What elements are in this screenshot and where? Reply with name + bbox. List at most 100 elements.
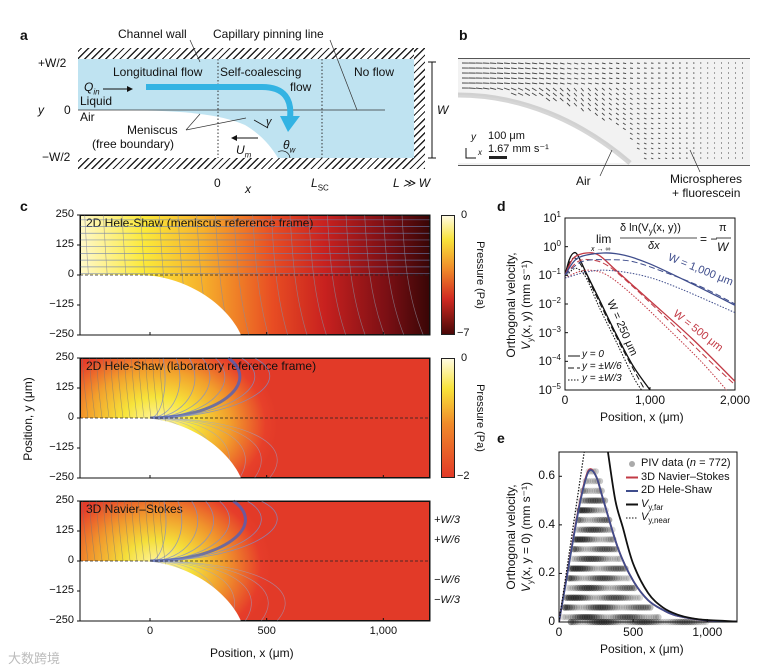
velocity-vector bbox=[608, 77, 613, 80]
piv-point bbox=[607, 536, 615, 543]
velocity-vector bbox=[615, 92, 619, 96]
piv-point bbox=[605, 613, 612, 621]
tick-base: 10 bbox=[543, 239, 557, 254]
piv-y-axis: y bbox=[471, 132, 476, 143]
velocity-vector bbox=[657, 132, 661, 135]
velocity-vector bbox=[601, 112, 606, 116]
velocity-vector bbox=[566, 62, 572, 65]
piv-point bbox=[595, 613, 603, 621]
piv-point bbox=[597, 526, 604, 533]
velocity-vector bbox=[615, 62, 620, 65]
velocity-vector bbox=[580, 107, 584, 112]
piv-point bbox=[627, 618, 634, 626]
velocity-vector bbox=[664, 137, 668, 139]
velocity-vector bbox=[517, 67, 524, 70]
velocity-vector bbox=[580, 102, 584, 107]
piv-point bbox=[590, 584, 598, 592]
x-tick-label: 1,000 bbox=[634, 393, 666, 407]
y-tick-label: 250 bbox=[55, 494, 74, 506]
piv-point bbox=[598, 516, 606, 524]
piv-point bbox=[607, 613, 615, 621]
piv-point bbox=[593, 565, 601, 572]
piv-point bbox=[567, 584, 574, 592]
velocity-vector bbox=[622, 87, 626, 91]
streamline bbox=[149, 417, 278, 479]
velocity-vector bbox=[538, 82, 545, 85]
velocity-vector bbox=[538, 72, 545, 75]
scale-length-label: 100 μm bbox=[488, 130, 525, 142]
velocity-vector bbox=[517, 87, 524, 91]
piv-point bbox=[598, 565, 605, 572]
tick-base: 10 bbox=[538, 354, 552, 369]
piv-point bbox=[596, 516, 603, 524]
piv-point bbox=[580, 604, 588, 611]
velocity-vector bbox=[545, 82, 551, 85]
velocity-vector bbox=[643, 107, 647, 110]
piv-point bbox=[681, 618, 688, 626]
piv-point bbox=[591, 613, 598, 621]
velocity-vector bbox=[517, 92, 524, 96]
piv-point bbox=[593, 507, 600, 514]
piv-point bbox=[627, 594, 634, 601]
x-axis-label: Position, x (μm) bbox=[600, 642, 684, 656]
piv-point bbox=[580, 526, 588, 533]
piv-point bbox=[610, 594, 618, 601]
um-arrow-head bbox=[231, 135, 237, 141]
velocity-vector bbox=[608, 117, 612, 121]
velocity-vector bbox=[524, 77, 531, 80]
velocity-vector bbox=[545, 62, 551, 65]
lsc-label: LSC bbox=[311, 176, 329, 192]
y-tick-label: −125 bbox=[49, 441, 74, 453]
piv-point bbox=[624, 618, 632, 626]
isobar bbox=[289, 214, 308, 336]
velocity-vector bbox=[601, 107, 606, 111]
velocity-vector bbox=[573, 102, 578, 107]
velocity-vector bbox=[622, 67, 627, 69]
piv-point bbox=[578, 604, 585, 611]
velocity-vector bbox=[510, 72, 517, 75]
piv-point bbox=[569, 584, 576, 592]
fluorescein-label: + fluorescein bbox=[672, 186, 741, 200]
piv-point bbox=[594, 526, 602, 533]
velocity-vector bbox=[524, 92, 531, 96]
velocity-vector bbox=[594, 97, 599, 102]
piv-point bbox=[624, 613, 631, 621]
panel-label-b: b bbox=[459, 27, 468, 43]
velocity-vector bbox=[531, 72, 538, 75]
longitudinal-flow-label: Longitudinal flow bbox=[113, 65, 203, 79]
piv-point bbox=[597, 555, 605, 563]
velocity-vector bbox=[664, 122, 668, 124]
piv-point bbox=[594, 545, 601, 553]
piv-point bbox=[631, 613, 638, 621]
gamma-label: γ bbox=[266, 116, 272, 128]
legend-rest: = 772) bbox=[696, 457, 731, 469]
piv-point bbox=[619, 613, 626, 621]
plot-frame bbox=[564, 217, 736, 391]
piv-point bbox=[584, 565, 591, 572]
flow-arrow-mid-head bbox=[180, 84, 195, 90]
piv-point bbox=[591, 594, 599, 601]
piv-point bbox=[585, 604, 592, 611]
piv-point bbox=[632, 604, 640, 611]
piv-point bbox=[630, 604, 637, 611]
piv-point bbox=[604, 575, 611, 582]
piv-point bbox=[589, 618, 596, 626]
velocity-vector bbox=[664, 97, 668, 99]
piv-point bbox=[598, 594, 606, 601]
velocity-vector bbox=[629, 137, 633, 140]
series-line bbox=[564, 258, 736, 386]
velocity-vector bbox=[636, 147, 640, 150]
streamline bbox=[149, 560, 286, 622]
x-zero-label: 0 bbox=[214, 176, 221, 190]
velocity-vector bbox=[643, 132, 647, 135]
velocity-vector bbox=[664, 112, 668, 114]
velocity-vector bbox=[496, 62, 504, 64]
tick-base: 10 bbox=[538, 268, 552, 283]
piv-point bbox=[633, 613, 641, 621]
velocity-vector bbox=[650, 142, 654, 145]
velocity-vector bbox=[594, 92, 599, 97]
piv-point bbox=[590, 507, 598, 514]
y-tick-label: 250 bbox=[55, 208, 74, 220]
piv-point bbox=[632, 594, 639, 601]
tick-exp: −5 bbox=[551, 382, 561, 391]
